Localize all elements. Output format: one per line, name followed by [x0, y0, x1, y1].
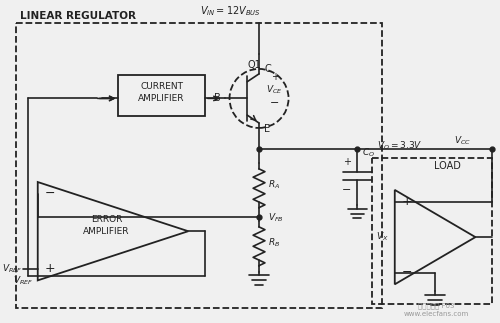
Polygon shape [395, 190, 475, 284]
Text: $V_{REF}$: $V_{REF}$ [2, 262, 22, 275]
Text: $V_{CC}$: $V_{CC}$ [454, 134, 471, 147]
Text: B: B [214, 93, 221, 103]
Text: 电子发烧网 F03: 电子发烧网 F03 [418, 303, 455, 309]
Text: −: − [270, 98, 280, 108]
Text: E: E [264, 124, 270, 134]
Text: C: C [264, 64, 272, 74]
Bar [118, 75, 205, 116]
Polygon shape [38, 182, 188, 280]
Text: $R_B$: $R_B$ [268, 237, 280, 249]
Text: ERROR: ERROR [91, 215, 122, 224]
Text: $V_{CE}$: $V_{CE}$ [266, 83, 283, 96]
Text: $V_{FB}$: $V_{FB}$ [268, 211, 283, 224]
Text: LINEAR REGULATOR: LINEAR REGULATOR [20, 11, 136, 21]
Text: −: − [44, 187, 55, 200]
Text: CURRENT: CURRENT [140, 82, 183, 91]
Text: +: + [342, 157, 350, 167]
Text: +: + [44, 262, 55, 275]
Text: $V_O = 3.3V$: $V_O = 3.3V$ [377, 140, 422, 152]
Text: AMPLIFIER: AMPLIFIER [84, 227, 130, 236]
Text: +: + [402, 195, 412, 208]
Text: +: + [271, 72, 279, 82]
Text: AMPLIFIER: AMPLIFIER [138, 94, 185, 103]
Text: $V_{REF}$: $V_{REF}$ [12, 274, 33, 287]
Text: $V_{IN} = 12V_{BUS}$: $V_{IN} = 12V_{BUS}$ [200, 4, 261, 18]
Text: −: − [342, 185, 351, 195]
Text: www.elecfans.com: www.elecfans.com [404, 311, 468, 317]
Text: Q1: Q1 [247, 60, 261, 70]
Text: $V_X$: $V_X$ [376, 231, 389, 243]
Text: LOAD: LOAD [434, 161, 462, 171]
Text: $C_O$: $C_O$ [362, 146, 376, 159]
Text: −: − [402, 266, 412, 279]
Text: $R_A$: $R_A$ [268, 179, 280, 191]
